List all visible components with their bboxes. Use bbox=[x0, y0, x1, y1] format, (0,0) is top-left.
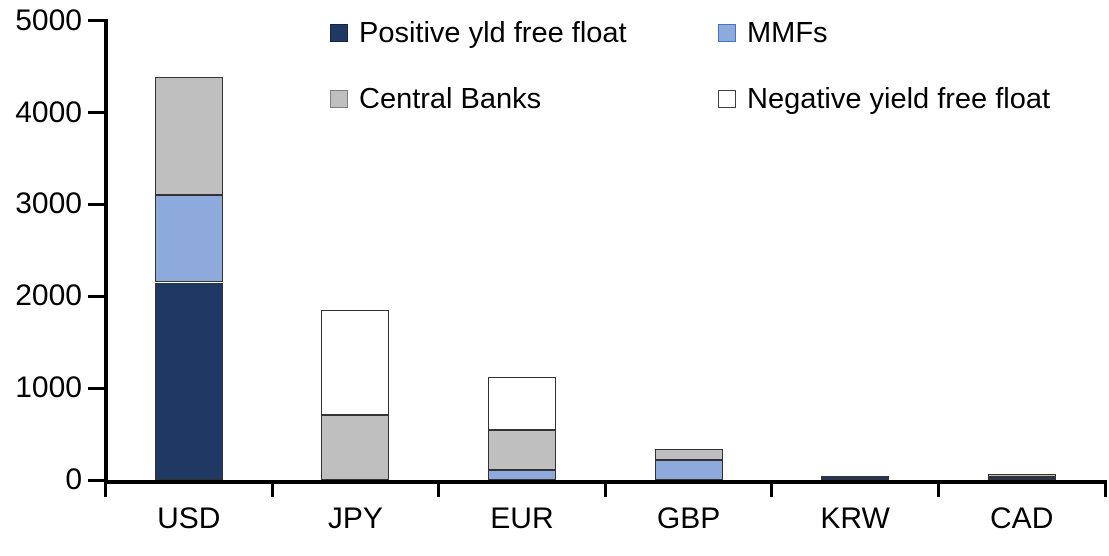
legend-item-central-banks: Central Banks bbox=[330, 81, 541, 117]
bar-segment-krw-positive-yld-free-float bbox=[821, 475, 890, 480]
legend-label: MMFs bbox=[747, 17, 828, 49]
y-axis-tick bbox=[88, 386, 106, 390]
bar-segment-eur-mmfs bbox=[487, 469, 556, 480]
y-axis-tick-label: 5000 bbox=[15, 3, 82, 37]
x-category-label-eur: EUR bbox=[490, 502, 554, 535]
legend-item-positive-yld-free-float: Positive yld free float bbox=[330, 15, 627, 51]
bar-segment-eur-negative-yield-free-float bbox=[487, 377, 556, 431]
legend-swatch-icon bbox=[718, 24, 736, 42]
y-axis-tick-label: 2000 bbox=[15, 279, 82, 313]
legend-label: Positive yld free float bbox=[359, 17, 627, 49]
bar-segment-jpy-central-banks bbox=[321, 414, 390, 480]
legend-item-mmfs: MMFs bbox=[718, 15, 828, 51]
bar-segment-eur-central-banks bbox=[487, 430, 556, 470]
y-axis-line bbox=[104, 18, 108, 484]
y-axis-tick-label: 0 bbox=[65, 463, 82, 496]
y-axis-tick-label: 1000 bbox=[15, 371, 82, 405]
legend-swatch-icon bbox=[330, 90, 348, 108]
x-axis-tick bbox=[270, 480, 274, 497]
x-axis-tick bbox=[936, 480, 940, 497]
legend-swatch-icon bbox=[718, 90, 736, 108]
y-axis-tick bbox=[88, 202, 106, 206]
bar-segment-cad-positive-yld-free-float bbox=[987, 476, 1056, 480]
bar-segment-gbp-central-banks bbox=[654, 449, 723, 460]
x-axis-tick bbox=[437, 480, 441, 497]
x-category-label-cad: CAD bbox=[990, 502, 1054, 535]
y-axis-tick bbox=[88, 111, 106, 115]
y-axis-tick bbox=[88, 478, 106, 482]
bar-segment-cad-central-banks bbox=[987, 474, 1056, 477]
bar-segment-jpy-negative-yield-free-float bbox=[321, 310, 390, 415]
x-axis-tick bbox=[603, 480, 607, 497]
x-category-label-usd: USD bbox=[157, 502, 221, 535]
bar-segment-gbp-mmfs bbox=[654, 459, 723, 480]
y-axis-tick bbox=[88, 19, 106, 23]
bar-segment-usd-positive-yld-free-float bbox=[154, 282, 223, 480]
y-axis-tick bbox=[88, 294, 106, 298]
bar-segment-usd-central-banks bbox=[154, 76, 223, 196]
legend-swatch-icon bbox=[330, 24, 348, 42]
legend-item-negative-yield-free-float: Negative yield free float bbox=[718, 81, 1050, 117]
legend-label: Central Banks bbox=[359, 83, 542, 115]
legend-label: Negative yield free float bbox=[747, 83, 1051, 115]
x-category-label-jpy: JPY bbox=[327, 502, 383, 535]
y-axis-tick-label: 4000 bbox=[15, 95, 82, 129]
bar-segment-usd-mmfs bbox=[154, 195, 223, 283]
x-category-label-gbp: GBP bbox=[656, 502, 721, 535]
y-axis-tick-label: 3000 bbox=[15, 187, 82, 221]
x-axis-tick bbox=[770, 480, 774, 497]
x-axis-tick bbox=[1103, 480, 1107, 497]
x-axis-tick bbox=[104, 480, 107, 497]
x-category-label-krw: KRW bbox=[820, 502, 890, 535]
